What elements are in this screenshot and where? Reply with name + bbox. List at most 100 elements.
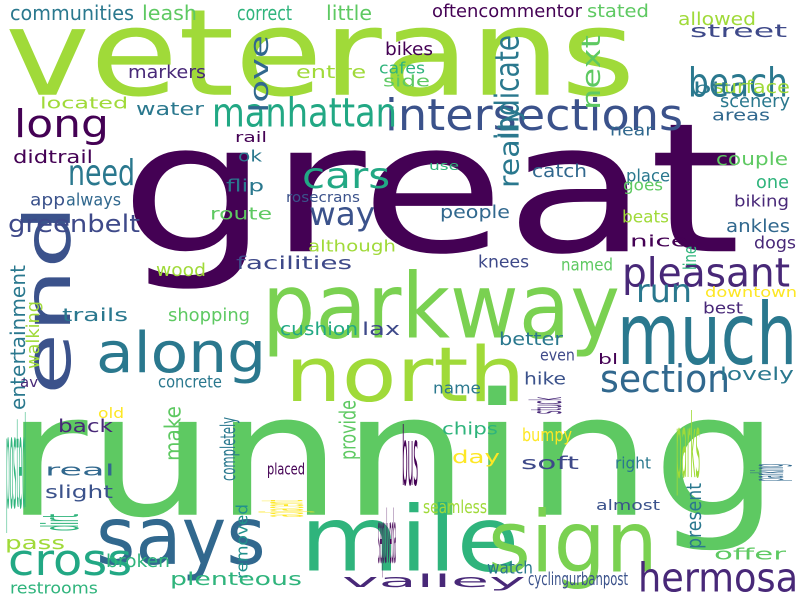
cloud-word-located: located <box>40 93 129 113</box>
cloud-word-goes: goes <box>623 175 664 195</box>
cloud-word-bit: bit <box>693 78 732 98</box>
cloud-word-stuck: stuck <box>521 397 572 414</box>
cloud-word-along: along <box>96 319 267 386</box>
cloud-word-one: one <box>756 171 790 193</box>
cloud-word-parkway: parkway <box>262 253 621 360</box>
cloud-word-place: place <box>626 165 671 186</box>
cloud-word-better: better <box>499 328 564 350</box>
cloud-word-plenteous: plenteous <box>170 568 302 590</box>
cloud-word-completely: completely <box>216 416 240 481</box>
cloud-word-love: love <box>243 35 275 113</box>
cloud-word-knees: knees <box>478 251 530 272</box>
cloud-word-cross: cross <box>8 534 133 586</box>
cloud-word-need: need <box>68 151 135 194</box>
cloud-word-near: near <box>610 120 654 140</box>
cloud-word-av: av <box>20 373 39 391</box>
cloud-word-sign: sign <box>488 492 658 592</box>
cloud-word-running: running <box>5 356 780 556</box>
cloud-word-back: back <box>58 415 113 437</box>
cloud-word-veterans: veterans <box>5 0 636 124</box>
cloud-word-section: section <box>600 356 731 402</box>
cloud-word-downtown: downtown <box>705 283 798 301</box>
cloud-word-biking: biking <box>734 191 789 211</box>
cloud-word-parking: parking <box>742 463 794 481</box>
cloud-word-didtrail: didtrail <box>13 146 93 168</box>
cloud-word-sepulveda: sepulveda <box>378 495 396 580</box>
cloud-word-present: present <box>682 482 706 549</box>
cloud-word-slight: slight <box>45 481 113 503</box>
cloud-word-offer: offer <box>714 544 786 564</box>
cloud-word-street: street <box>690 20 788 42</box>
cloud-word-facilities: facilities <box>236 252 353 274</box>
cloud-word-cafes: cafes <box>379 58 426 78</box>
cloud-word-best: best <box>703 298 744 318</box>
cloud-word-long: long <box>14 101 109 147</box>
cloud-word-hermosa: hermosa <box>638 554 799 600</box>
cloud-word-people: people <box>440 201 510 223</box>
cloud-word-surface: surface <box>713 76 790 98</box>
cloud-word-route: route <box>210 203 273 224</box>
cloud-word-hike: hike <box>524 368 567 389</box>
cloud-word-couple: couple <box>716 148 789 170</box>
cloud-word-shopping: shopping <box>168 304 251 326</box>
cloud-word-nice: nice <box>630 231 688 251</box>
cloud-word-north: north <box>285 330 526 420</box>
cloud-word-restrooms: restrooms <box>10 578 98 598</box>
cloud-word-concrete: concrete <box>158 371 222 392</box>
cloud-word-lax: lax <box>362 318 401 340</box>
cloud-word-chips: chips <box>442 418 498 439</box>
cloud-word-markers: markers <box>128 61 206 83</box>
cloud-word-rosecrans: rosecrans <box>286 188 360 206</box>
cloud-word-dirt: dirt <box>31 514 91 531</box>
cloud-word-parks: parks <box>676 395 700 499</box>
cloud-word-bl: bl <box>598 350 619 368</box>
cloud-word-adjacent: adjacent <box>248 500 317 517</box>
cloud-word-use: use <box>429 158 460 173</box>
cloud-word-cushion: cushion <box>280 318 359 340</box>
cloud-word-great: great <box>120 83 741 295</box>
cloud-word-next: next <box>575 35 607 111</box>
cloud-word-really: really <box>492 104 526 188</box>
cloud-word-rail: rail <box>235 128 267 146</box>
cloud-word-cars: cars <box>302 154 391 197</box>
cloud-word-posted: posted <box>6 390 26 537</box>
cloud-word-run: run <box>636 272 692 310</box>
cloud-word-ankles: ankles <box>726 215 790 237</box>
cloud-word-water: water <box>136 98 204 120</box>
cloud-word-placed: placed <box>267 459 305 479</box>
cloud-word-side: side <box>383 71 430 91</box>
cloud-word-although: although <box>308 236 397 256</box>
cloud-word-greenbelt: greenbelt <box>8 209 140 238</box>
cloud-word-broken: broken <box>106 550 170 572</box>
cloud-word-catch: catch <box>532 160 587 182</box>
cloud-word-bumpy: bumpy <box>522 424 572 446</box>
cloud-word-mile: mile <box>300 486 520 593</box>
cloud-word-says: says <box>96 489 266 584</box>
cloud-word-cyclingurbanpost: cyclingurbanpost <box>528 568 629 590</box>
cloud-word-areas: areas <box>712 105 771 125</box>
cloud-word-bikes: bikes <box>385 38 434 60</box>
cloud-word-dogs: dogs <box>754 232 797 253</box>
cloud-word-scenery: scenery <box>720 90 790 112</box>
cloud-word-make: make <box>160 406 186 461</box>
cloud-word-app: app <box>30 189 66 210</box>
cloud-word-named: named <box>561 254 614 275</box>
cloud-word-bus: bus <box>402 410 418 505</box>
cloud-word-intersections: intersections <box>385 89 684 141</box>
cloud-word-correct: correct <box>237 1 293 25</box>
cloud-word-stated: stated <box>587 0 649 22</box>
cloud-word-beats: beats <box>622 206 669 227</box>
cloud-word-pass: pass <box>5 532 65 554</box>
cloud-word-watch: watch <box>487 557 533 578</box>
cloud-word-almost: almost <box>596 496 660 514</box>
cloud-word-lovely: lovely <box>720 363 794 385</box>
cloud-word-beach: beach <box>688 59 788 107</box>
cloud-word-leash: leash <box>142 1 198 25</box>
cloud-word-old: old <box>98 404 125 422</box>
cloud-word-valley: valley <box>342 570 526 592</box>
cloud-word-oftencommentor: oftencommentor <box>432 0 583 22</box>
cloud-word-way: way <box>309 195 376 233</box>
cloud-word-ok: ok <box>238 146 263 166</box>
cloud-word-much: much <box>617 284 798 385</box>
